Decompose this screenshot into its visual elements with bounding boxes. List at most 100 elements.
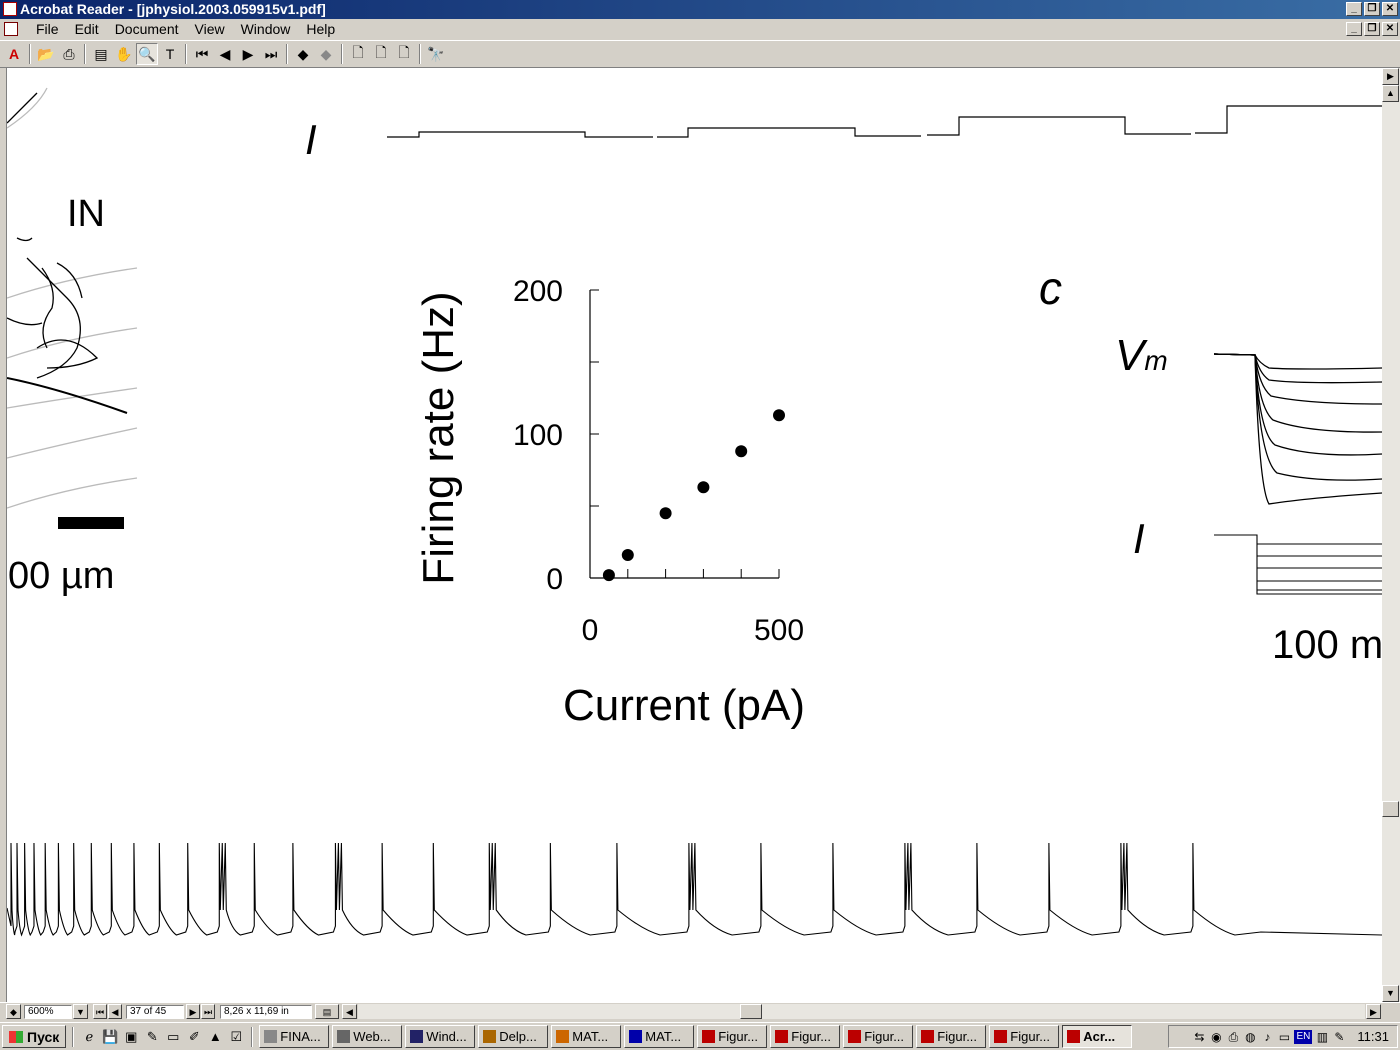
task-delp[interactable]: Delp... <box>478 1025 549 1048</box>
pencil-icon[interactable]: ✐ <box>188 1028 200 1044</box>
prev-page-icon[interactable]: ◀ <box>219 45 231 62</box>
x-tick-label: 0 <box>582 614 599 647</box>
doc-close-button[interactable]: ✕ <box>1382 22 1398 36</box>
zoom-field[interactable]: 600% <box>24 1005 72 1019</box>
scroll-left-icon[interactable]: ◀ <box>342 1004 357 1019</box>
go-back-icon[interactable]: ◆ <box>297 45 309 62</box>
scroll-thumb[interactable] <box>1382 801 1399 817</box>
book-icon[interactable]: ▥ <box>1316 1029 1329 1044</box>
actual-size-icon[interactable]: 🗋 <box>352 44 364 60</box>
page-field[interactable]: 37 of 45 <box>126 1005 184 1019</box>
menu-edit[interactable]: Edit <box>74 21 99 37</box>
page-layout-icon[interactable]: ▤ <box>315 1004 339 1019</box>
next-page-small-icon[interactable]: ▶ <box>186 1004 200 1019</box>
menu-file[interactable]: File <box>36 21 59 37</box>
data-point <box>773 409 785 422</box>
next-page-icon[interactable]: ▶ <box>242 45 254 62</box>
task-figur-1[interactable]: Figur... <box>697 1025 768 1048</box>
task-figur-2[interactable]: Figur... <box>770 1025 841 1048</box>
task-mat-1[interactable]: MAT... <box>551 1025 622 1048</box>
panel-c-label: c <box>1039 262 1062 314</box>
scroll-up-icon[interactable]: ▲ <box>1382 85 1399 102</box>
neuron-drawing <box>7 87 138 509</box>
clock: 11:31 <box>1357 1029 1389 1044</box>
fit-width-icon[interactable]: 🗋 <box>398 44 410 60</box>
current-steps-c <box>1214 534 1382 595</box>
task-acr[interactable]: Acr... <box>1062 1025 1133 1048</box>
split-icon[interactable]: ◆ <box>6 1004 21 1019</box>
globe-icon[interactable]: ◍ <box>1245 1029 1256 1044</box>
scroll-down-icon[interactable]: ▼ <box>1382 985 1399 1002</box>
vertical-scrollbar[interactable]: ▶ ▲ ▼ <box>1382 68 1400 1002</box>
printer-tray-icon[interactable]: ⎙ <box>1228 1029 1239 1044</box>
task-mat-2[interactable]: MAT... <box>624 1025 695 1048</box>
taskbar: Пуск ℯ 💾 ▣ ✎ ▭ ✐ ▲ ☑ FINA... Web... Wind… <box>0 1022 1400 1050</box>
data-point <box>602 569 615 582</box>
find-icon[interactable]: 🔭 <box>427 45 445 62</box>
close-button[interactable]: ✕ <box>1382 2 1398 16</box>
status-bar: ◆ 600% ▼ ⏮ ◀ 37 of 45 ▶ ⏭ 8,26 x 11,69 i… <box>0 1002 1400 1020</box>
network-icon[interactable]: ⇆ <box>1194 1029 1205 1044</box>
minimize-button[interactable]: _ <box>1346 2 1362 16</box>
start-label: Пуск <box>27 1028 60 1045</box>
task-figur-4[interactable]: Figur... <box>916 1025 987 1048</box>
task-figur-5[interactable]: Figur... <box>989 1025 1060 1048</box>
label-I-c: I <box>1133 515 1145 562</box>
menu-window[interactable]: Window <box>240 21 291 37</box>
start-button[interactable]: Пуск <box>2 1025 67 1048</box>
system-tray: ⇆ ◉ ⎙ ◍ ♪ ▭ EN ▥ ✎ 11:31 <box>1168 1025 1398 1048</box>
scroll-right-page-icon[interactable]: ▶ <box>1382 68 1399 85</box>
data-point <box>659 507 672 520</box>
y-tick-label: 200 <box>513 275 563 308</box>
sound-icon[interactable]: ♪ <box>1264 1029 1271 1044</box>
lang-indicator[interactable]: EN <box>1294 1029 1313 1044</box>
restore-button[interactable]: ❐ <box>1364 2 1380 16</box>
window-title: Acrobat Reader - [jphysiol.2003.059915v1… <box>20 1 326 17</box>
hscroll-track[interactable] <box>358 1004 1365 1019</box>
document-view[interactable]: 00 µm IN I c Vm I 100 m 0 100 200 0 500 Fir <box>7 68 1382 1002</box>
prev-page-small-icon[interactable]: ◀ <box>108 1004 122 1019</box>
doc-restore-button[interactable]: ❐ <box>1364 22 1380 36</box>
acrobat-icon[interactable]: A <box>8 46 20 62</box>
text-select-icon[interactable]: T <box>165 46 175 62</box>
clipboard-icon[interactable]: ✎ <box>1334 1029 1345 1044</box>
data-point <box>621 548 634 561</box>
scroll-right-icon[interactable]: ▶ <box>1366 1004 1381 1019</box>
ie-icon[interactable]: ℯ <box>85 1028 94 1044</box>
hand-icon[interactable]: ✋ <box>115 45 133 62</box>
last-page-icon[interactable]: ⏭ <box>264 45 278 62</box>
open-icon[interactable]: 📂 <box>37 45 55 62</box>
menu-document[interactable]: Document <box>114 21 179 37</box>
monitor-icon[interactable]: ▭ <box>167 1028 180 1044</box>
go-forward-icon[interactable]: ◆ <box>320 45 332 62</box>
app-icon[interactable]: ▣ <box>125 1028 138 1044</box>
thumbnails-icon[interactable]: ▤ <box>94 45 108 62</box>
zoom-dropdown-icon[interactable]: ▼ <box>73 1004 88 1019</box>
last-page-small-icon[interactable]: ⏭ <box>201 1004 215 1019</box>
task-fina[interactable]: FINA... <box>259 1025 330 1048</box>
doc-minimize-button[interactable]: _ <box>1346 22 1362 36</box>
task-web[interactable]: Web... <box>332 1025 403 1048</box>
matlab-icon[interactable]: ▲ <box>208 1029 222 1044</box>
save-icon[interactable]: 💾 <box>102 1028 119 1044</box>
task-wind[interactable]: Wind... <box>405 1025 476 1048</box>
monitor-tray-icon[interactable]: ▭ <box>1278 1029 1291 1044</box>
vm-traces <box>1213 353 1382 505</box>
left-pane-edge <box>0 68 7 1002</box>
zoom-icon[interactable]: 🔍 <box>136 43 158 65</box>
antivirus-icon[interactable]: ◉ <box>1211 1029 1222 1044</box>
first-page-small-icon[interactable]: ⏮ <box>93 1004 107 1019</box>
task-figur-3[interactable]: Figur... <box>843 1025 914 1048</box>
time-scale-label: 100 m <box>1272 623 1382 667</box>
tool-icon[interactable]: ✎ <box>146 1028 158 1044</box>
data-point <box>697 481 710 494</box>
first-page-icon[interactable]: ⏮ <box>195 45 209 62</box>
menu-view[interactable]: View <box>194 21 225 37</box>
editor-icon[interactable]: ☑ <box>230 1028 243 1044</box>
hscroll-thumb[interactable] <box>740 1004 762 1019</box>
print-icon[interactable]: ⎙ <box>63 45 75 62</box>
menu-help[interactable]: Help <box>306 21 336 37</box>
fit-page-icon[interactable]: 🗋 <box>375 44 387 60</box>
document-icon[interactable] <box>4 22 18 36</box>
